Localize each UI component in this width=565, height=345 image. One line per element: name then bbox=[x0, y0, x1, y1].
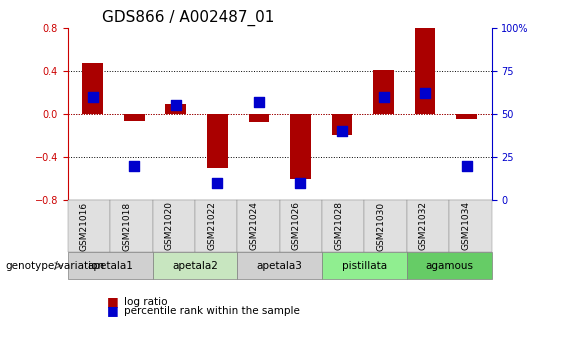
Text: percentile rank within the sample: percentile rank within the sample bbox=[124, 306, 300, 315]
Text: GSM21016: GSM21016 bbox=[80, 201, 89, 250]
Text: GSM21030: GSM21030 bbox=[377, 201, 385, 250]
Bar bbox=[373, 70, 394, 114]
Text: apetala3: apetala3 bbox=[257, 261, 303, 270]
Point bbox=[130, 163, 139, 168]
Point bbox=[420, 90, 429, 96]
Point bbox=[254, 99, 263, 105]
Bar bbox=[249, 114, 270, 122]
Point bbox=[379, 94, 388, 99]
Text: GSM21020: GSM21020 bbox=[165, 201, 174, 250]
Bar bbox=[124, 114, 145, 121]
Text: genotype/variation: genotype/variation bbox=[6, 261, 105, 270]
Bar bbox=[457, 114, 477, 119]
Text: GDS866 / A002487_01: GDS866 / A002487_01 bbox=[102, 10, 274, 26]
Text: agamous: agamous bbox=[425, 261, 473, 270]
Text: apetala2: apetala2 bbox=[172, 261, 218, 270]
Bar bbox=[415, 28, 436, 114]
Text: GSM21018: GSM21018 bbox=[123, 201, 131, 250]
Text: log ratio: log ratio bbox=[124, 297, 168, 307]
Text: GSM21032: GSM21032 bbox=[419, 201, 428, 250]
Text: GSM21024: GSM21024 bbox=[250, 201, 258, 250]
Bar bbox=[290, 114, 311, 179]
Point bbox=[337, 128, 346, 134]
Point bbox=[462, 163, 471, 168]
Text: pistillata: pistillata bbox=[342, 261, 387, 270]
Text: ■: ■ bbox=[107, 304, 119, 317]
Bar bbox=[207, 114, 228, 168]
Text: GSM21034: GSM21034 bbox=[462, 201, 470, 250]
Point bbox=[171, 102, 180, 108]
Text: GSM21026: GSM21026 bbox=[292, 201, 301, 250]
Point bbox=[88, 94, 97, 99]
Text: GSM21028: GSM21028 bbox=[334, 201, 343, 250]
Bar bbox=[166, 104, 186, 114]
Text: apetala1: apetala1 bbox=[87, 261, 133, 270]
Bar bbox=[82, 63, 103, 114]
Bar bbox=[332, 114, 353, 136]
Point bbox=[296, 180, 305, 186]
Text: ■: ■ bbox=[107, 295, 119, 308]
Text: GSM21022: GSM21022 bbox=[207, 201, 216, 250]
Point bbox=[213, 180, 222, 186]
